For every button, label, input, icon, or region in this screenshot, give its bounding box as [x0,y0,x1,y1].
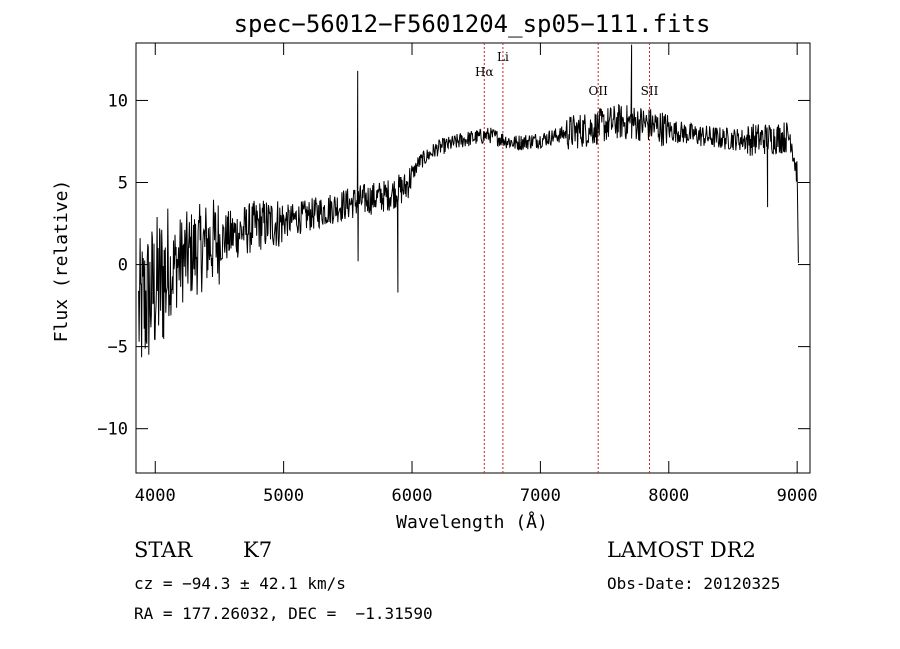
x-tick-label-4: 8000 [648,486,689,506]
sky-coordinates: RA = 177.26032, DEC = −1.31590 [134,604,433,623]
chart-title: spec−56012−F5601204_sp05−111.fits [234,10,711,38]
x-tick-label-3: 7000 [520,486,561,506]
object-subclass: K7 [243,538,273,562]
observation-date: Obs-Date: 20120325 [607,574,781,593]
x-tick-label-5: 9000 [777,486,818,506]
y-axis-label: Flux (relative) [51,180,72,343]
spectral-line-label-2: OII [589,84,609,98]
x-tick-label-2: 6000 [392,486,433,506]
spectral-line-label-1: Li [497,50,509,64]
x-tick-label-0: 4000 [135,486,176,506]
spectral-line-label-3: SII [641,84,659,98]
y-tick-label-4: 10 [108,91,128,111]
object-class: STAR [134,538,193,562]
plot-frame [135,42,811,474]
y-tick-label-2: 0 [118,256,128,276]
spectrum-line [138,44,799,358]
x-tick-label-1: 5000 [263,486,304,506]
axis-ticks: 4000 5000 6000 7000 8000 9000 −10 −5 0 5 10 [97,43,818,506]
x-axis-label: Wavelength (Å) [396,511,548,533]
survey-name: LAMOST DR2 [607,538,756,562]
y-tick-label-3: 5 [118,174,128,194]
y-tick-label-1: −5 [108,338,128,358]
redshift-velocity: cz = −94.3 ± 42.1 km/s [134,574,346,593]
y-tick-label-0: −10 [97,420,128,440]
spectral-line-label-0: Hα [475,65,494,79]
